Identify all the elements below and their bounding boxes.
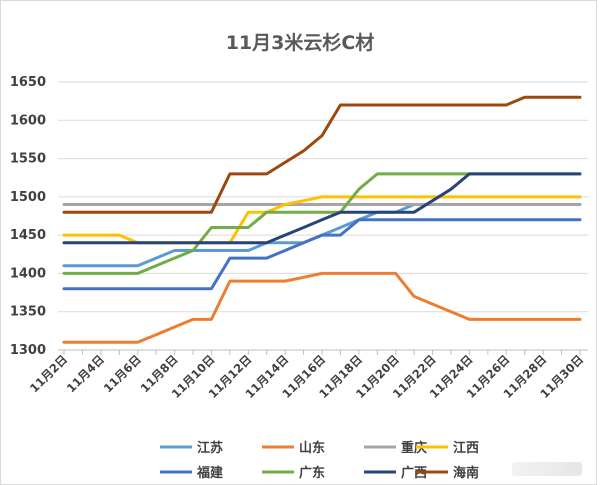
x-axis — [58, 349, 588, 355]
legend-label: 广西 — [401, 465, 427, 481]
y-tick-label: 1550 — [10, 152, 46, 167]
y-tick-label: 1600 — [10, 113, 46, 128]
series-line-4 — [62, 218, 582, 291]
legend-label: 江西 — [453, 440, 479, 456]
y-tick-label: 1300 — [10, 343, 46, 358]
legend-label: 重庆 — [401, 440, 427, 456]
series-line-7 — [62, 95, 582, 214]
y-tick-label: 1350 — [10, 305, 46, 320]
chart-title: 11月3米云杉C材 — [226, 31, 375, 54]
y-tick-label: 1400 — [10, 266, 46, 281]
legend-label: 山东 — [299, 440, 325, 456]
legend-label: 广东 — [299, 465, 325, 481]
series-lines — [62, 95, 582, 344]
legend-label: 海南 — [453, 465, 479, 481]
legend-label: 江苏 — [197, 440, 223, 456]
series-line-1 — [62, 271, 582, 344]
watermark-blur — [512, 462, 582, 476]
y-axis-tick-labels: 1300 1350 1400 1450 1500 1550 1600 1650 — [10, 75, 46, 358]
y-tick-label: 1650 — [10, 75, 46, 90]
y-tick-label: 1450 — [10, 228, 46, 243]
series-line-6 — [62, 172, 582, 245]
y-tick-label: 1500 — [10, 190, 46, 205]
legend-label: 福建 — [196, 465, 223, 481]
